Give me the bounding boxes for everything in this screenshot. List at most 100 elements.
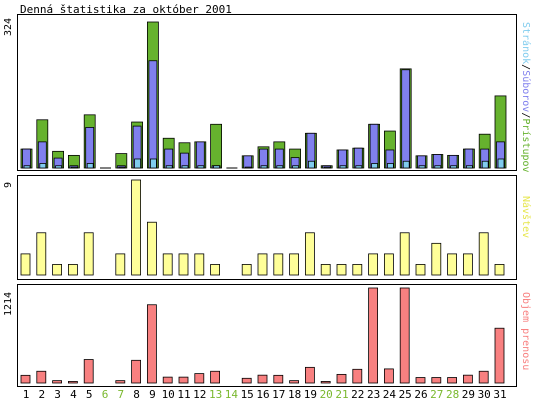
- bar-visits-17: [273, 253, 284, 276]
- day-label-31: 31: [493, 388, 506, 401]
- bar-visits-9: [146, 221, 157, 276]
- bar-visits-16: [257, 253, 268, 276]
- bar-pages-22: [355, 165, 363, 169]
- bar-pages-24: [386, 163, 394, 169]
- bar-transfer-21: [336, 373, 347, 384]
- day-label-7: 7: [117, 388, 124, 401]
- bar-files-22: [353, 147, 363, 169]
- day-label-16: 16: [256, 388, 269, 401]
- bar-pages-19: [307, 160, 315, 169]
- bar-files-23: [369, 123, 379, 169]
- bar-files-12: [195, 141, 205, 169]
- bar-pages-25: [402, 160, 410, 169]
- bar-pages-27: [434, 165, 442, 169]
- bar-pages-12: [197, 165, 205, 169]
- day-label-8: 8: [133, 388, 140, 401]
- bar-pages-15: [244, 166, 252, 169]
- bar-pages-23: [371, 163, 379, 169]
- bar-pages-11: [181, 165, 189, 169]
- bar-transfer-19: [304, 366, 315, 384]
- bar-transfer-1: [20, 374, 31, 384]
- day-label-29: 29: [462, 388, 475, 401]
- bar-visits-10: [162, 253, 173, 276]
- bar-visits-23: [368, 253, 379, 276]
- day-label-18: 18: [288, 388, 301, 401]
- day-label-12: 12: [193, 388, 206, 401]
- bar-visits-19: [304, 232, 315, 276]
- bar-visits-12: [194, 253, 205, 276]
- bar-visits-3: [52, 264, 62, 276]
- bar-visits-30: [478, 232, 489, 276]
- day-label-20: 20: [320, 388, 333, 401]
- bar-pages-16: [260, 165, 268, 169]
- bar-visits-29: [462, 253, 473, 276]
- bar-transfer-13: [210, 370, 221, 384]
- chart-title: Denná štatistika za október 2001: [20, 3, 232, 16]
- bar-transfer-11: [178, 376, 189, 384]
- bar-transfer-26: [415, 377, 426, 384]
- bar-pages-9: [149, 158, 157, 169]
- bar-transfer-9: [146, 304, 157, 384]
- bar-transfer-2: [36, 370, 47, 384]
- bar-pages-18: [292, 165, 300, 169]
- day-label-27: 27: [430, 388, 443, 401]
- bar-transfer-5: [83, 359, 94, 384]
- bar-transfer-3: [52, 380, 62, 384]
- day-label-28: 28: [446, 388, 459, 401]
- day-label-1: 1: [23, 388, 30, 401]
- bar-pages-13: [213, 165, 221, 169]
- bar-transfer-30: [478, 370, 489, 384]
- bar-transfer-4: [68, 381, 78, 384]
- bar-visits-1: [20, 253, 31, 276]
- day-label-23: 23: [367, 388, 380, 401]
- bar-pages-31: [497, 158, 505, 169]
- bar-transfer-7: [115, 380, 126, 384]
- bar-visits-18: [289, 253, 300, 276]
- bar-visits-15: [241, 264, 252, 276]
- bar-transfer-20: [320, 381, 331, 384]
- bar-transfer-29: [462, 374, 473, 384]
- bar-visits-22: [352, 264, 363, 276]
- bar-pages-17: [276, 165, 284, 169]
- day-label-2: 2: [38, 388, 45, 401]
- bar-transfer-22: [352, 368, 363, 384]
- bar-visits-2: [36, 232, 47, 276]
- bar-visits-20: [320, 264, 331, 276]
- bar-files-9: [148, 60, 158, 169]
- bar-files-15: [243, 155, 253, 169]
- bar-visits-27: [431, 242, 442, 276]
- bar-transfer-16: [257, 374, 268, 384]
- day-label-30: 30: [478, 388, 491, 401]
- bar-transfer-23: [368, 287, 379, 384]
- bar-hits-13: [210, 123, 223, 169]
- day-label-9: 9: [149, 388, 156, 401]
- bar-pages-29: [465, 165, 473, 169]
- bar-files-1: [22, 148, 31, 169]
- bar-pages-4: [71, 166, 78, 169]
- bar-pages-10: [165, 165, 173, 169]
- bar-pages-2: [39, 163, 47, 169]
- bar-visits-24: [383, 253, 394, 276]
- bar-transfer-28: [447, 377, 458, 384]
- visits-panel: [17, 175, 517, 280]
- day-label-14: 14: [225, 388, 239, 401]
- bar-visits-26: [415, 264, 426, 276]
- bar-transfer-8: [131, 359, 142, 384]
- day-label-24: 24: [383, 388, 397, 401]
- bar-pages-8: [134, 158, 142, 169]
- bar-files-17: [274, 148, 284, 169]
- bar-visits-8: [131, 179, 142, 276]
- bar-visits-7: [115, 253, 126, 276]
- bar-visits-28: [447, 253, 458, 276]
- bar-pages-26: [418, 165, 426, 169]
- bar-visits-21: [336, 264, 347, 276]
- bar-files-25: [401, 69, 411, 169]
- day-label-6: 6: [102, 388, 109, 401]
- day-label-21: 21: [335, 388, 348, 401]
- bar-visits-11: [178, 253, 189, 276]
- day-label-25: 25: [399, 388, 412, 401]
- bar-transfer-17: [273, 374, 284, 384]
- day-label-3: 3: [54, 388, 61, 401]
- day-label-5: 5: [86, 388, 93, 401]
